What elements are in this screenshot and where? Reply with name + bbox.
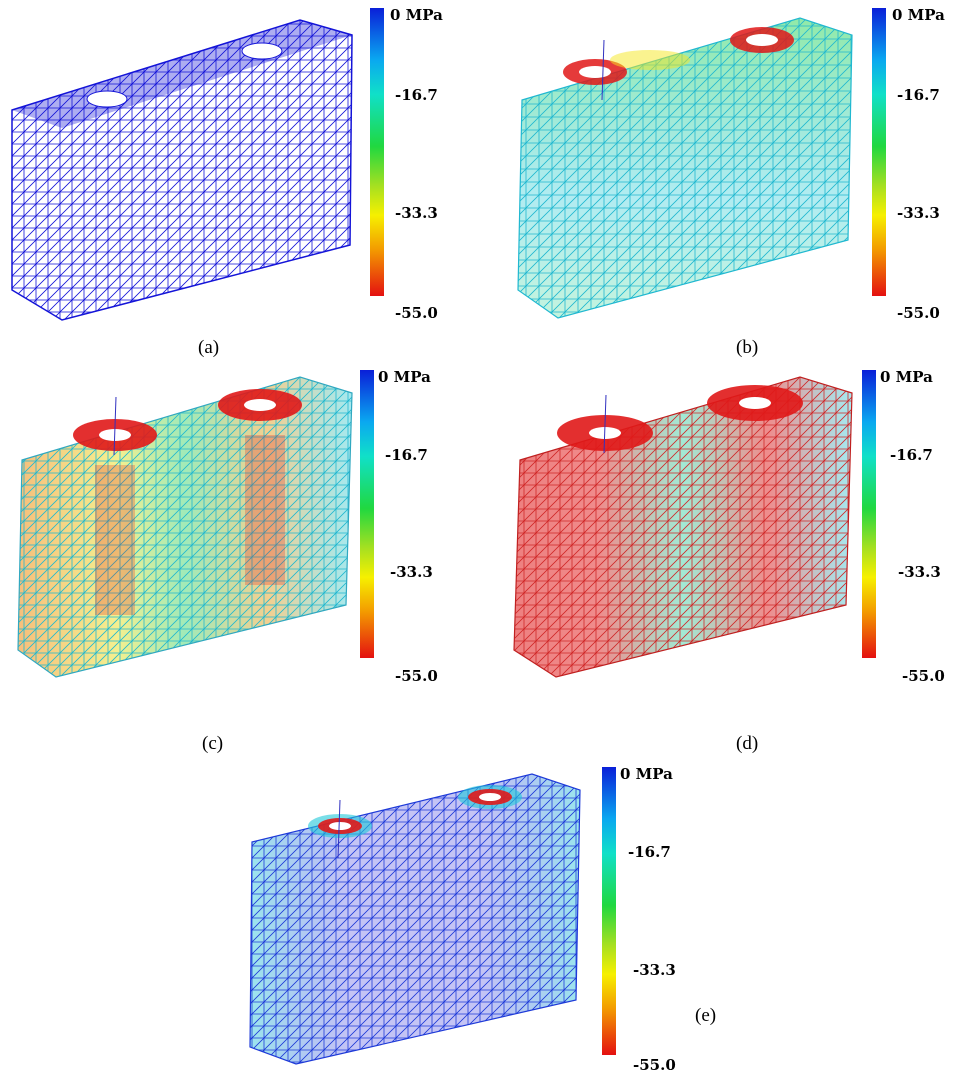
- panel-e: 0 MPa -16.7 -33.3 -55.0 (e): [240, 762, 720, 1077]
- colorbar-tick-bottom: -55.0: [633, 1056, 676, 1074]
- colorbar-tick-2: -16.7: [897, 86, 940, 104]
- panel-label: (c): [202, 733, 224, 754]
- panel-b: 0 MPa -16.7 -33.3 -55.0 (b): [500, 0, 956, 360]
- colorbar-tick-3: -33.3: [898, 563, 941, 581]
- colorbar-tick-2: -16.7: [385, 446, 428, 464]
- colorbar-d: [862, 370, 876, 658]
- colorbar-tick-bottom: -55.0: [395, 304, 438, 322]
- colorbar-tick-3: -33.3: [897, 204, 940, 222]
- mesh-a: [11, 19, 353, 321]
- colorbar-c: [360, 370, 374, 658]
- mesh-c: [17, 376, 353, 678]
- colorbar-tick-3: -33.3: [390, 563, 433, 581]
- colorbar-tick-2: -16.7: [395, 86, 438, 104]
- panel-label: (b): [736, 337, 759, 358]
- panel-a: 0 MPa -16.7 -33.3 -55.0 (a): [0, 0, 478, 360]
- colorbar-tick-top: 0 MPa: [378, 368, 431, 386]
- colorbar-tick-top: 0 MPa: [880, 368, 933, 386]
- colorbar-e: [602, 767, 616, 1055]
- colorbar-tick-3: -33.3: [395, 204, 438, 222]
- colorbar-b: [872, 8, 886, 296]
- colorbar-tick-2: -16.7: [890, 446, 933, 464]
- mesh-d: [513, 376, 853, 678]
- colorbar-tick-top: 0 MPa: [892, 6, 945, 24]
- panel-label: (e): [695, 1005, 717, 1026]
- panel-d: 0 MPa -16.7 -33.3 -55.0 (d): [500, 365, 956, 760]
- colorbar-tick-bottom: -55.0: [902, 667, 945, 685]
- colorbar-tick-top: 0 MPa: [620, 765, 673, 783]
- panel-label: (d): [736, 733, 759, 754]
- panel-c: 0 MPa -16.7 -33.3 -55.0 (c): [0, 365, 478, 760]
- colorbar-tick-2: -16.7: [628, 843, 671, 861]
- colorbar-tick-bottom: -55.0: [897, 304, 940, 322]
- panel-label: (a): [198, 337, 220, 358]
- colorbar-tick-3: -33.3: [633, 961, 676, 979]
- colorbar-tick-top: 0 MPa: [390, 6, 443, 24]
- mesh-b: [517, 17, 853, 319]
- mesh-e: [249, 773, 581, 1065]
- colorbar-tick-bottom: -55.0: [395, 667, 438, 685]
- colorbar-a: [370, 8, 384, 296]
